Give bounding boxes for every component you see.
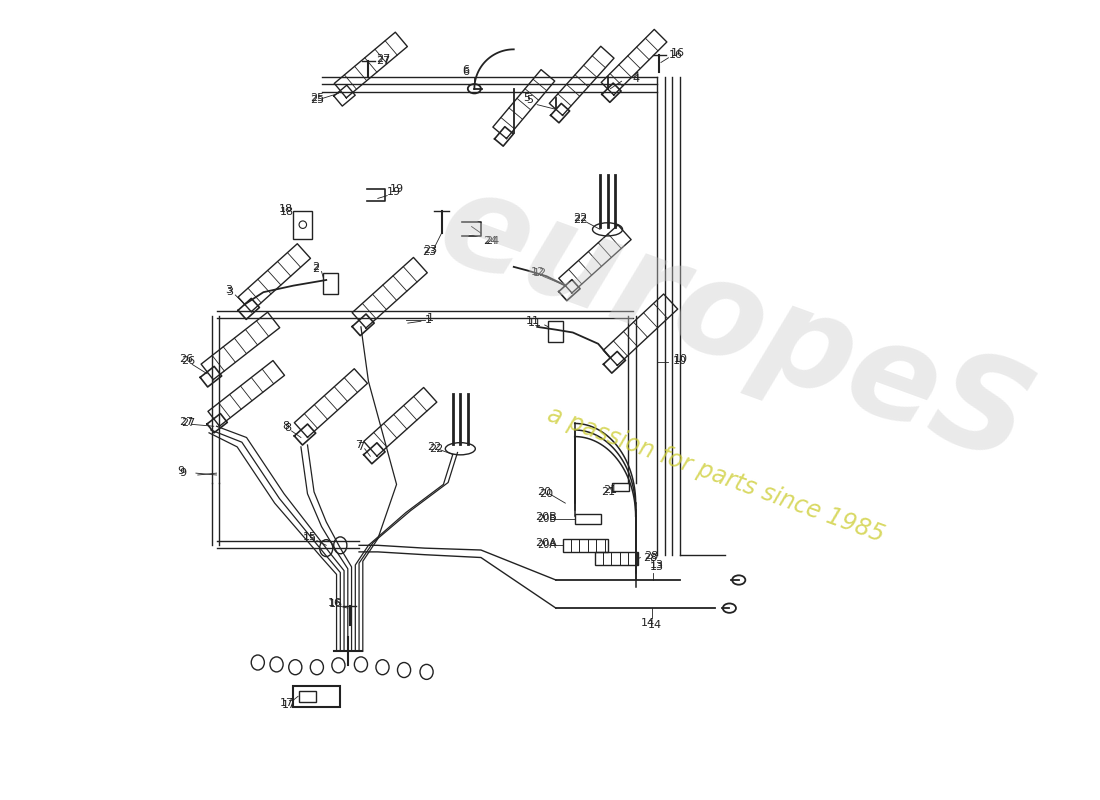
Text: 7: 7 xyxy=(355,440,362,450)
Text: a passion for parts since 1985: a passion for parts since 1985 xyxy=(543,402,887,547)
Text: 17: 17 xyxy=(283,700,296,710)
Text: 26: 26 xyxy=(180,356,195,366)
Text: 20B: 20B xyxy=(536,512,557,522)
Text: 27: 27 xyxy=(180,418,195,429)
Text: 22: 22 xyxy=(429,444,443,454)
Text: 22: 22 xyxy=(428,442,442,452)
Text: 21: 21 xyxy=(601,487,615,497)
Text: europeS: europeS xyxy=(421,159,1046,490)
Text: 6: 6 xyxy=(462,65,470,75)
Text: 16: 16 xyxy=(329,599,343,610)
Text: 27: 27 xyxy=(376,55,390,66)
Text: 18: 18 xyxy=(279,207,294,218)
Text: 3: 3 xyxy=(226,287,233,297)
Text: 14: 14 xyxy=(648,620,662,630)
Text: 28: 28 xyxy=(645,550,658,561)
Text: 20: 20 xyxy=(537,487,551,497)
Text: 1: 1 xyxy=(425,315,431,326)
Text: 27: 27 xyxy=(179,417,194,426)
Text: 25: 25 xyxy=(310,93,324,103)
Text: 28: 28 xyxy=(644,553,658,562)
Text: 14: 14 xyxy=(640,618,654,628)
Text: 20A: 20A xyxy=(537,540,557,550)
Bar xyxy=(613,482,629,491)
Text: 4: 4 xyxy=(632,73,640,82)
Text: 6: 6 xyxy=(462,67,470,77)
Text: 12: 12 xyxy=(532,269,547,278)
Text: 7: 7 xyxy=(358,442,364,452)
Text: 17: 17 xyxy=(280,698,295,708)
Text: 5: 5 xyxy=(524,93,530,103)
Text: 10: 10 xyxy=(674,354,689,364)
Text: 13: 13 xyxy=(650,562,663,572)
Bar xyxy=(323,274,339,294)
Text: 20B: 20B xyxy=(537,514,557,524)
Text: 27: 27 xyxy=(376,54,390,64)
Text: 11: 11 xyxy=(528,318,542,328)
Text: 23: 23 xyxy=(422,245,437,255)
Text: 1: 1 xyxy=(427,314,433,323)
Text: 15: 15 xyxy=(302,534,317,544)
Text: 19: 19 xyxy=(387,187,402,197)
Bar xyxy=(574,514,601,524)
Text: 19: 19 xyxy=(390,184,404,194)
Text: 11: 11 xyxy=(526,316,540,326)
Text: 15: 15 xyxy=(302,532,317,542)
Text: 24: 24 xyxy=(485,236,499,246)
Text: 4: 4 xyxy=(632,74,640,84)
Text: 20A: 20A xyxy=(536,538,557,549)
Text: 13: 13 xyxy=(650,560,663,570)
Text: 2: 2 xyxy=(312,264,319,274)
Bar xyxy=(299,690,316,702)
Text: 2: 2 xyxy=(312,262,319,272)
Text: 22: 22 xyxy=(573,213,587,223)
Text: 16: 16 xyxy=(671,48,685,58)
Text: 20: 20 xyxy=(539,489,553,498)
Text: 8: 8 xyxy=(284,423,292,433)
Text: 9: 9 xyxy=(179,468,186,478)
Text: 26: 26 xyxy=(179,354,194,364)
Text: 16: 16 xyxy=(328,598,342,607)
Bar xyxy=(549,322,563,342)
Text: 21: 21 xyxy=(603,485,617,495)
Bar xyxy=(563,538,608,552)
Text: 18: 18 xyxy=(278,204,293,214)
Text: 16: 16 xyxy=(669,50,682,60)
Text: 10: 10 xyxy=(673,356,688,366)
Text: 12: 12 xyxy=(530,266,544,277)
Bar xyxy=(595,552,638,565)
Text: 25: 25 xyxy=(310,95,324,105)
Text: 22: 22 xyxy=(573,215,587,225)
Text: 8: 8 xyxy=(283,422,289,431)
Bar xyxy=(294,686,340,706)
Text: 23: 23 xyxy=(422,247,436,257)
Text: 3: 3 xyxy=(226,286,232,295)
Text: 24: 24 xyxy=(483,236,497,246)
Bar xyxy=(294,210,312,238)
Text: 5: 5 xyxy=(526,95,532,105)
Text: 9: 9 xyxy=(177,466,185,476)
